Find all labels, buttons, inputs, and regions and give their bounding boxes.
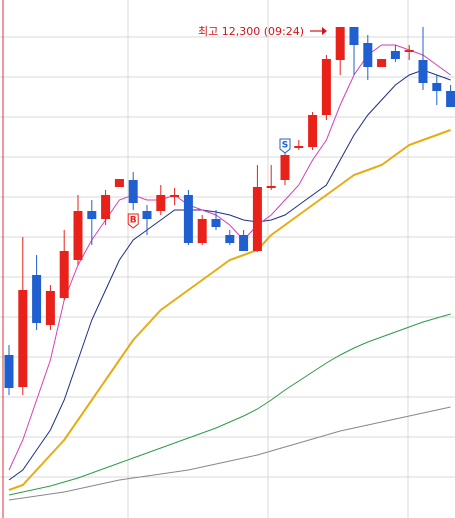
candle-body <box>321 59 331 115</box>
candle-body <box>252 187 262 251</box>
marker-badge <box>127 213 139 229</box>
marker-label: S <box>282 141 288 151</box>
trade-markers: BS <box>127 138 291 229</box>
candle-body <box>404 50 414 52</box>
moving-average-line <box>8 406 451 501</box>
moving-average-line <box>8 69 451 481</box>
moving-average-line <box>8 44 451 471</box>
candle-body <box>197 219 207 243</box>
candle-body <box>239 235 249 251</box>
candle-body <box>59 251 69 298</box>
candle-body <box>114 179 124 187</box>
candle-body <box>377 59 387 67</box>
candle-body <box>73 211 83 260</box>
candle-body <box>18 290 28 387</box>
candle-body <box>156 195 166 211</box>
marker-badge <box>279 138 291 154</box>
candle-body <box>170 195 180 197</box>
high-annotation: 최고 12,300 (09:24) <box>198 25 304 38</box>
candle-body <box>87 211 97 219</box>
candle-body <box>390 51 400 59</box>
candle-body <box>280 155 290 180</box>
candle-body <box>446 91 455 107</box>
candle-body <box>432 83 442 91</box>
candle-body <box>101 195 111 219</box>
candle-body <box>32 275 42 323</box>
candle-body <box>363 43 373 67</box>
candle-body <box>418 60 428 83</box>
marker-label: B <box>130 216 137 226</box>
candle-body <box>308 115 318 147</box>
moving-averages <box>8 44 451 501</box>
annotation-arrowhead <box>322 27 327 35</box>
candle-body <box>211 219 221 227</box>
candle-body <box>294 146 304 148</box>
candle-body <box>266 186 276 188</box>
candles <box>4 27 455 395</box>
candle-body <box>225 235 235 243</box>
candle-body <box>4 355 14 388</box>
candle-body <box>183 195 193 243</box>
candle-body <box>128 180 138 203</box>
candle-body <box>142 211 152 219</box>
candle-body <box>349 27 359 45</box>
candle-body <box>45 291 55 325</box>
candle-body <box>335 27 345 60</box>
moving-average-line <box>8 313 451 496</box>
moving-average-line <box>8 129 451 491</box>
